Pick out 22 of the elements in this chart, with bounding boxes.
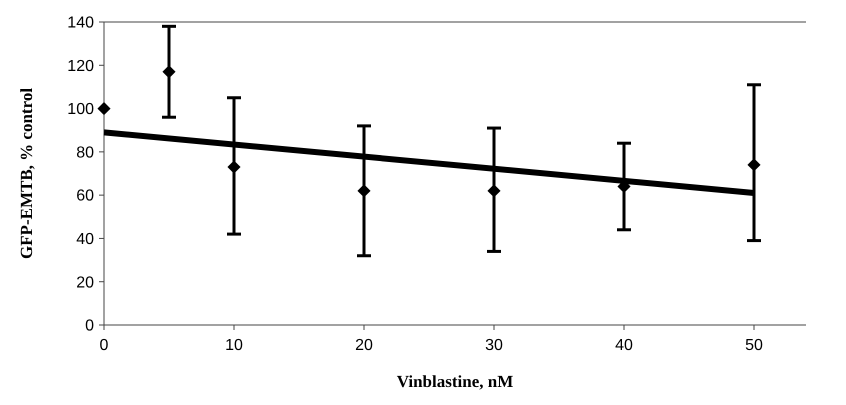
y-tick-label: 40 xyxy=(76,231,94,248)
point xyxy=(97,102,111,116)
point xyxy=(357,184,371,198)
x-axis-title: Vinblastine, nM xyxy=(396,372,514,391)
y-tick-label: 60 xyxy=(76,188,94,205)
y-tick-label: 80 xyxy=(76,144,94,162)
point xyxy=(162,65,176,78)
x-tick-label: 20 xyxy=(355,337,373,354)
y-tick-label: 100 xyxy=(67,101,94,118)
y-tick-label: 0 xyxy=(85,318,94,335)
point xyxy=(747,158,761,172)
x-tick-label: 40 xyxy=(615,337,633,354)
point xyxy=(487,184,501,198)
x-tick-label: 50 xyxy=(745,337,763,354)
x-tick-label: 30 xyxy=(485,337,503,354)
point xyxy=(227,160,241,174)
x-tick-label: 0 xyxy=(100,337,109,354)
x-tick-label: 10 xyxy=(225,337,243,354)
y-axis-title: GFP-EMTB, % control xyxy=(17,88,36,260)
y-tick-label: 20 xyxy=(76,274,94,292)
y-tick-label: 140 xyxy=(67,14,94,32)
y-tick-label: 120 xyxy=(67,58,94,75)
